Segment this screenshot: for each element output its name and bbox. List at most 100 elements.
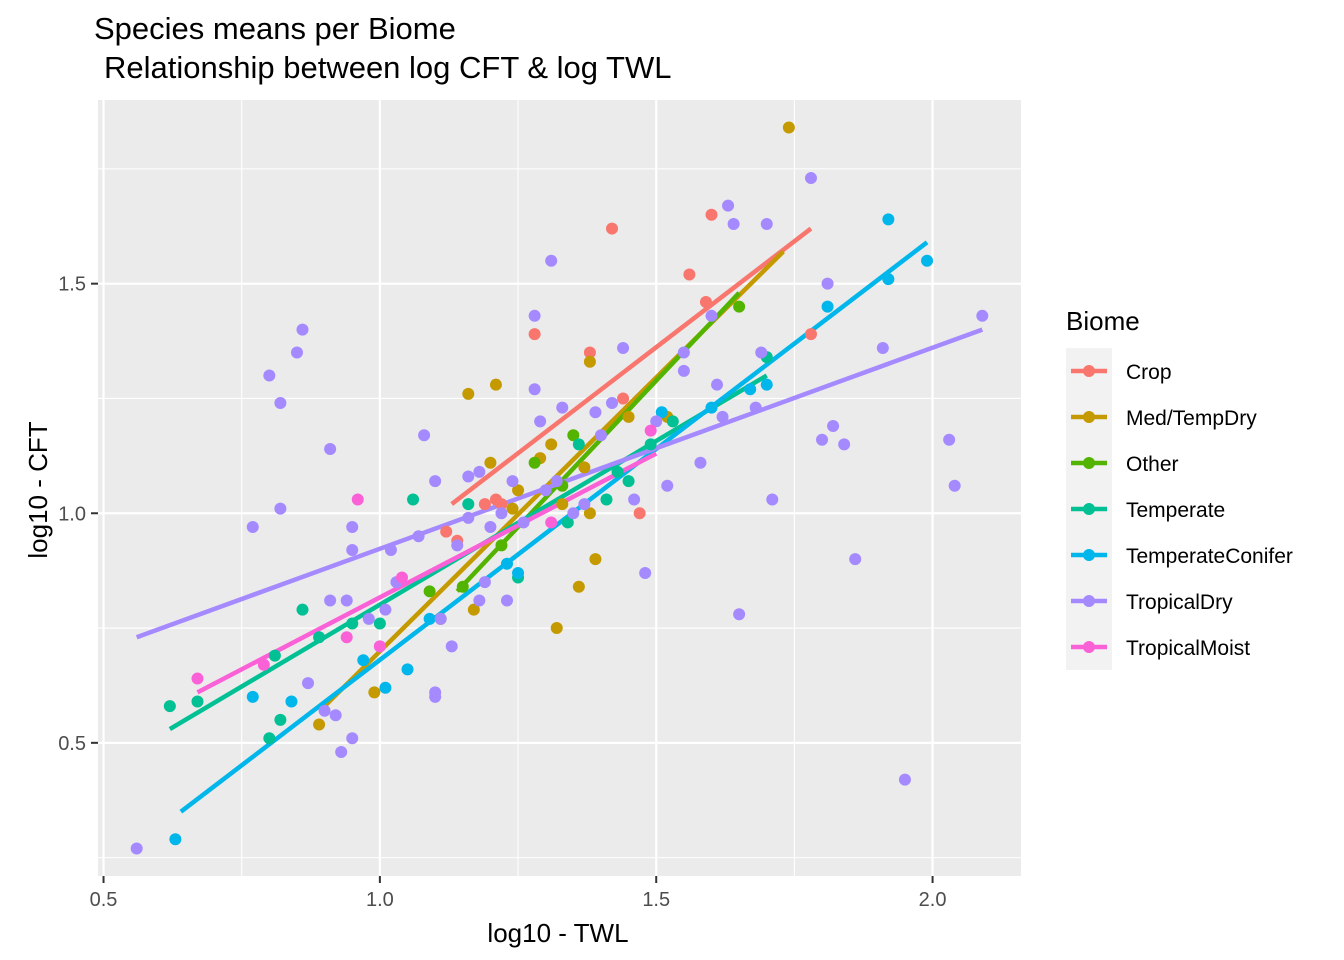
data-point — [500, 557, 513, 570]
data-point — [285, 695, 298, 708]
data-point — [313, 718, 326, 731]
data-points — [130, 121, 989, 855]
data-point — [434, 612, 447, 625]
data-point — [423, 585, 436, 598]
data-point — [821, 300, 834, 313]
data-point — [716, 410, 729, 423]
chart-subtitle: Relationship between log CFT & log TWL — [104, 50, 671, 85]
legend-dot — [1083, 411, 1095, 423]
data-point — [412, 530, 425, 543]
data-point — [451, 539, 464, 552]
data-point — [583, 346, 596, 359]
data-point — [357, 654, 370, 667]
data-point — [528, 328, 541, 341]
data-point — [296, 603, 309, 616]
data-point — [506, 502, 519, 515]
legend-label: Other — [1126, 453, 1179, 476]
data-point — [340, 631, 353, 644]
legend-label: Crop — [1126, 361, 1172, 384]
data-point — [478, 498, 491, 511]
legend-dot — [1083, 503, 1095, 515]
data-point — [473, 465, 486, 478]
data-point — [760, 378, 773, 391]
data-point — [650, 415, 663, 428]
data-point — [274, 397, 287, 410]
data-point — [401, 663, 414, 676]
data-point — [418, 429, 431, 442]
data-point — [489, 378, 502, 391]
data-point — [368, 686, 381, 699]
data-point — [644, 438, 657, 451]
data-point — [633, 507, 646, 520]
data-point — [666, 415, 679, 428]
data-point — [500, 594, 513, 607]
legend-label: TropicalDry — [1126, 591, 1233, 614]
data-point — [567, 429, 580, 442]
data-point — [578, 498, 591, 511]
data-point — [484, 521, 497, 534]
data-point — [622, 410, 635, 423]
data-point — [545, 254, 558, 267]
data-point — [727, 217, 740, 230]
data-point — [528, 383, 541, 396]
data-point — [594, 429, 607, 442]
data-point — [268, 649, 281, 662]
x-axis-title: log10 - TWL — [487, 918, 628, 948]
data-point — [639, 566, 652, 579]
data-point — [517, 516, 530, 529]
legend-dot — [1083, 365, 1095, 377]
data-point — [324, 594, 337, 607]
data-point — [440, 525, 453, 538]
data-point — [484, 456, 497, 469]
data-point — [290, 346, 303, 359]
data-point — [816, 433, 829, 446]
grid-lines — [98, 100, 1021, 876]
data-point — [677, 346, 690, 359]
data-point — [191, 672, 204, 685]
data-point — [699, 296, 712, 309]
data-point — [622, 475, 635, 488]
y-tick-label: 0.5 — [58, 733, 86, 755]
data-point — [429, 475, 442, 488]
data-point — [246, 690, 259, 703]
data-point — [572, 580, 585, 593]
data-point — [346, 521, 359, 534]
data-point — [462, 498, 475, 511]
data-point — [130, 842, 143, 855]
data-point — [296, 323, 309, 336]
data-point — [882, 273, 895, 286]
data-point — [169, 833, 182, 846]
data-point — [705, 309, 718, 322]
data-point — [324, 442, 337, 455]
legend-dot — [1083, 549, 1095, 561]
data-point — [495, 498, 508, 511]
data-point — [512, 484, 525, 497]
data-point — [606, 222, 619, 235]
data-point — [495, 507, 508, 520]
x-tick-label: 2.0 — [919, 889, 947, 911]
data-point — [976, 309, 989, 322]
chart-title: Species means per Biome — [94, 11, 456, 46]
data-point — [506, 475, 519, 488]
data-point — [462, 511, 475, 524]
legend-dot — [1083, 641, 1095, 653]
data-point — [617, 392, 630, 405]
data-point — [423, 612, 436, 625]
legend-title: Biome — [1066, 306, 1140, 336]
data-point — [644, 424, 657, 437]
data-point — [583, 355, 596, 368]
data-point — [407, 493, 420, 506]
data-point — [694, 456, 707, 469]
legend-label: TropicalMoist — [1126, 637, 1250, 660]
data-point — [898, 773, 911, 786]
data-point — [705, 208, 718, 221]
data-point — [467, 603, 480, 616]
data-point — [556, 401, 569, 414]
data-point — [744, 383, 757, 396]
data-point — [495, 539, 508, 552]
data-point — [655, 406, 668, 419]
data-point — [617, 341, 630, 354]
legend-dot — [1083, 595, 1095, 607]
data-point — [373, 617, 386, 630]
data-point — [677, 364, 690, 377]
